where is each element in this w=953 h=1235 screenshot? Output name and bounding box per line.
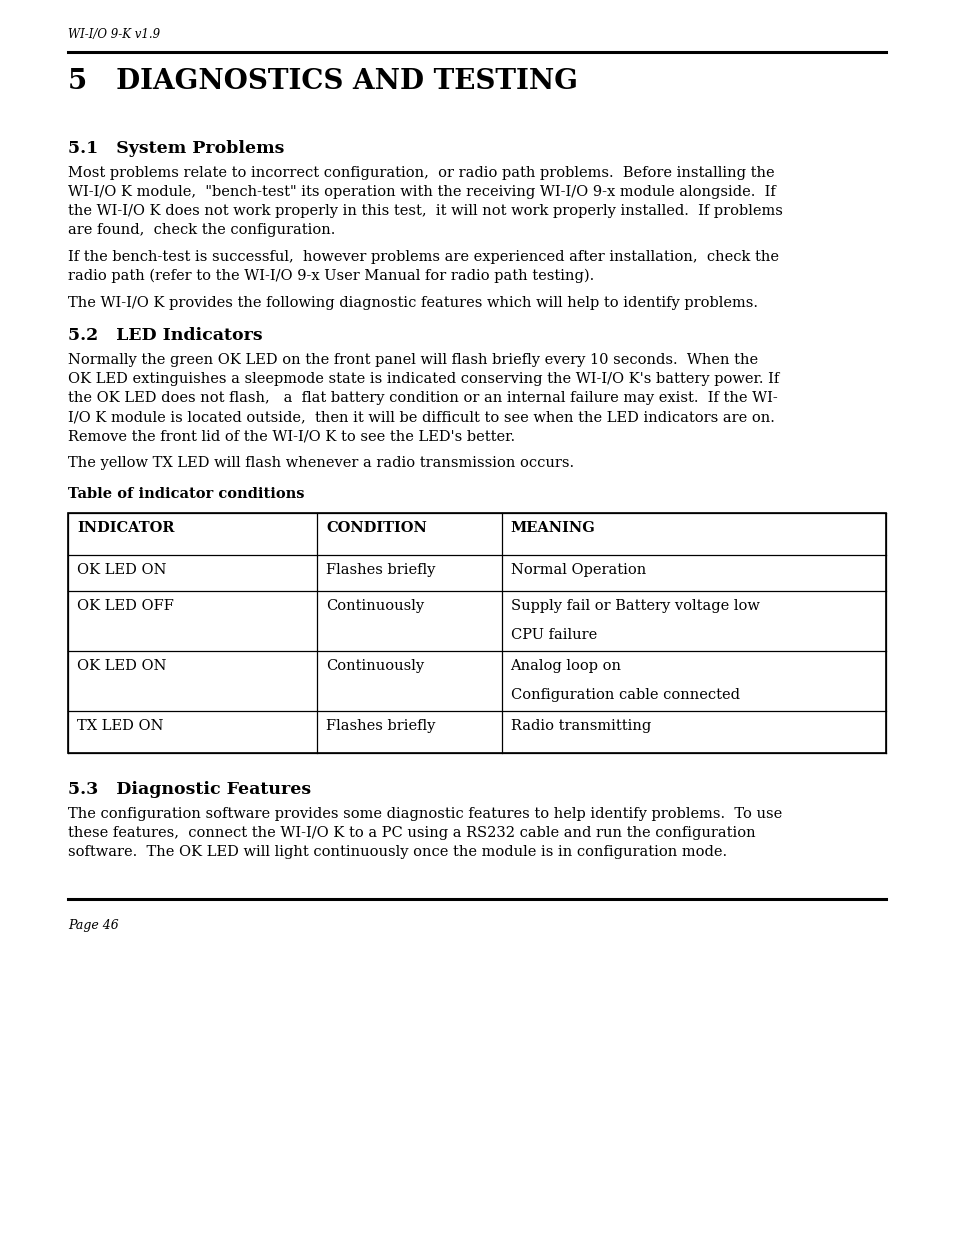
Text: WI-I/O 9-K v1.9: WI-I/O 9-K v1.9 xyxy=(68,28,160,41)
Text: Remove the front lid of the WI-I/O K to see the LED's better.: Remove the front lid of the WI-I/O K to … xyxy=(68,429,515,443)
Text: Configuration cable connected: Configuration cable connected xyxy=(510,688,739,703)
Text: TX LED ON: TX LED ON xyxy=(77,719,163,734)
Text: Page 46: Page 46 xyxy=(68,919,118,932)
Text: 5.1   System Problems: 5.1 System Problems xyxy=(68,140,284,157)
Text: are found,  check the configuration.: are found, check the configuration. xyxy=(68,224,335,237)
Text: OK LED OFF: OK LED OFF xyxy=(77,599,173,613)
Text: OK LED ON: OK LED ON xyxy=(77,563,167,577)
Text: Continuously: Continuously xyxy=(326,659,424,673)
Text: I/O K module is located outside,  then it will be difficult to see when the LED : I/O K module is located outside, then it… xyxy=(68,410,774,424)
Text: Table of indicator conditions: Table of indicator conditions xyxy=(68,487,304,501)
Text: the WI-I/O K does not work properly in this test,  it will not work properly ins: the WI-I/O K does not work properly in t… xyxy=(68,204,782,219)
Text: Most problems relate to incorrect configuration,  or radio path problems.  Befor: Most problems relate to incorrect config… xyxy=(68,165,774,180)
Text: CPU failure: CPU failure xyxy=(510,629,597,642)
Text: Supply fail or Battery voltage low: Supply fail or Battery voltage low xyxy=(510,599,759,613)
Text: 5.3   Diagnostic Features: 5.3 Diagnostic Features xyxy=(68,781,311,798)
Text: The yellow TX LED will flash whenever a radio transmission occurs.: The yellow TX LED will flash whenever a … xyxy=(68,456,574,471)
Text: 5.2   LED Indicators: 5.2 LED Indicators xyxy=(68,327,262,345)
Text: CONDITION: CONDITION xyxy=(326,521,427,535)
Text: these features,  connect the WI-I/O K to a PC using a RS232 cable and run the co: these features, connect the WI-I/O K to … xyxy=(68,826,755,840)
Text: MEANING: MEANING xyxy=(510,521,595,535)
Text: OK LED extinguishes a sleepmode state is indicated conserving the WI-I/O K's bat: OK LED extinguishes a sleepmode state is… xyxy=(68,372,779,387)
Text: OK LED ON: OK LED ON xyxy=(77,659,167,673)
Bar xyxy=(68,513,885,753)
Text: software.  The OK LED will light continuously once the module is in configuratio: software. The OK LED will light continuo… xyxy=(68,845,726,860)
Text: Analog loop on: Analog loop on xyxy=(510,659,621,673)
Text: The WI-I/O K provides the following diagnostic features which will help to ident: The WI-I/O K provides the following diag… xyxy=(68,296,758,310)
Text: Normally the green OK LED on the front panel will flash briefly every 10 seconds: Normally the green OK LED on the front p… xyxy=(68,353,758,367)
Text: The configuration software provides some diagnostic features to help identify pr: The configuration software provides some… xyxy=(68,806,781,821)
Text: INDICATOR: INDICATOR xyxy=(77,521,174,535)
Text: Normal Operation: Normal Operation xyxy=(510,563,645,577)
Text: Flashes briefly: Flashes briefly xyxy=(326,719,436,734)
Text: If the bench-test is successful,  however problems are experienced after install: If the bench-test is successful, however… xyxy=(68,249,779,264)
Text: the OK LED does not flash,   a  flat battery condition or an internal failure ma: the OK LED does not flash, a flat batter… xyxy=(68,391,777,405)
Text: 5   DIAGNOSTICS AND TESTING: 5 DIAGNOSTICS AND TESTING xyxy=(68,68,578,95)
Text: Continuously: Continuously xyxy=(326,599,424,613)
Text: Radio transmitting: Radio transmitting xyxy=(510,719,650,734)
Text: Flashes briefly: Flashes briefly xyxy=(326,563,436,577)
Text: radio path (refer to the WI-I/O 9-x User Manual for radio path testing).: radio path (refer to the WI-I/O 9-x User… xyxy=(68,269,594,283)
Text: WI-I/O K module,  "bench-test" its operation with the receiving WI-I/O 9-x modul: WI-I/O K module, "bench-test" its operat… xyxy=(68,185,775,199)
